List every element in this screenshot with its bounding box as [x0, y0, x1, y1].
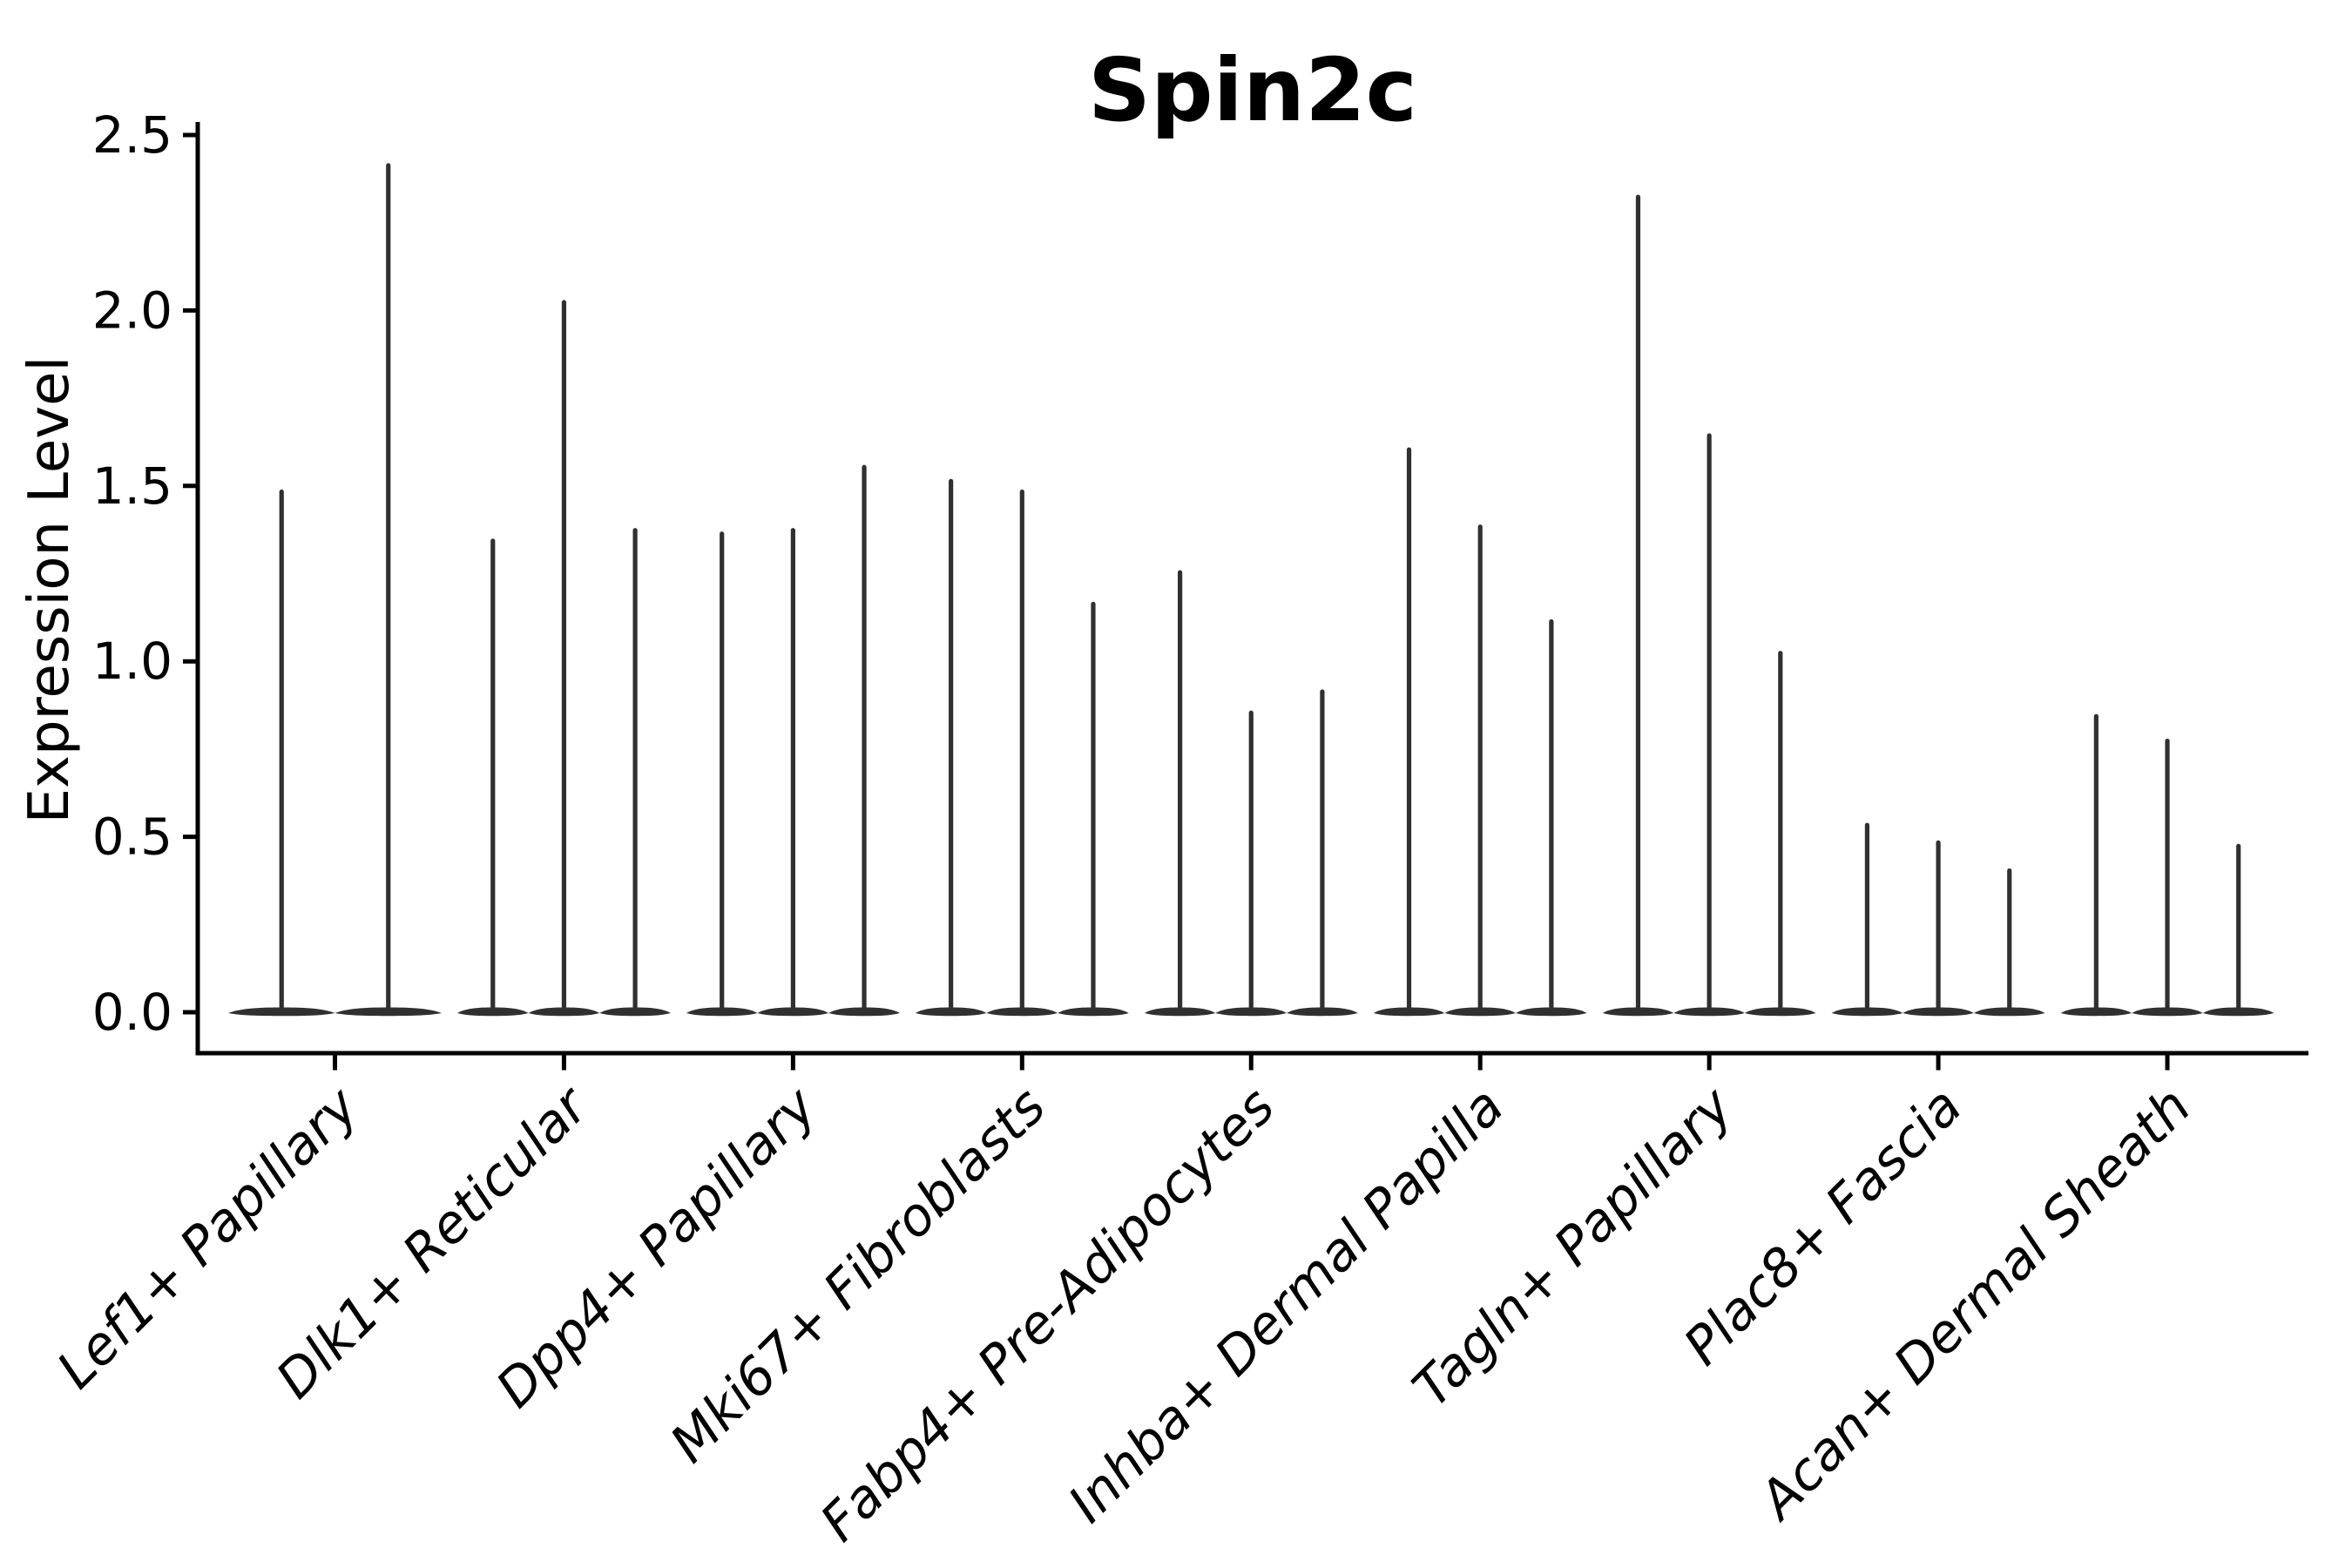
y-tick-label: 1.0 — [92, 632, 172, 691]
violin-base — [1673, 1007, 1745, 1017]
violin-group — [228, 163, 442, 1017]
violin-group — [1831, 822, 2045, 1017]
chart-title: Spin2c — [1088, 39, 1417, 141]
violin-base — [1215, 1007, 1288, 1017]
violin-base — [828, 1007, 900, 1017]
y-tick-label: 0.5 — [92, 808, 172, 867]
violin-base — [2202, 1007, 2274, 1017]
violin-group — [686, 464, 900, 1017]
y-tick-label: 0.0 — [92, 983, 172, 1042]
y-tick-label: 2.5 — [92, 105, 172, 165]
y-tick-label: 1.5 — [92, 456, 172, 516]
violin-group — [915, 478, 1129, 1017]
violins-layer — [228, 163, 2274, 1017]
violin-base — [1444, 1007, 1517, 1017]
violin-base — [1058, 1007, 1129, 1017]
violin-group — [2060, 713, 2274, 1017]
violin-base — [2132, 1007, 2203, 1017]
y-tick-label: 2.0 — [92, 280, 172, 340]
axes-layer: 0.0 0.5 1.0 1.5 2.0 2.5 — [92, 105, 2308, 1071]
violin-base — [1373, 1007, 1445, 1017]
violin-base — [1903, 1007, 1974, 1017]
violin-base — [1602, 1007, 1674, 1017]
y-axis-label: Expression Level — [17, 356, 82, 824]
violin-base — [2060, 1007, 2132, 1017]
violin-base — [915, 1007, 987, 1017]
violin-base — [528, 1007, 600, 1017]
violin-base — [1516, 1007, 1587, 1017]
violin-base — [986, 1007, 1058, 1017]
violin-base — [228, 1007, 335, 1017]
violin-group — [456, 300, 671, 1017]
violin-group — [1373, 447, 1587, 1017]
violin-group — [1602, 194, 1816, 1017]
violin-base — [686, 1007, 758, 1017]
violin-base — [456, 1007, 529, 1017]
violin-group — [1144, 570, 1358, 1017]
violin-base — [1973, 1007, 2045, 1017]
violin-base — [335, 1007, 442, 1017]
violin-base — [1744, 1007, 1816, 1017]
violin-base — [1144, 1007, 1216, 1017]
violin-base — [757, 1007, 829, 1017]
violin-base — [1287, 1007, 1358, 1017]
violin-base — [599, 1007, 671, 1017]
violin-base — [1831, 1007, 1903, 1017]
